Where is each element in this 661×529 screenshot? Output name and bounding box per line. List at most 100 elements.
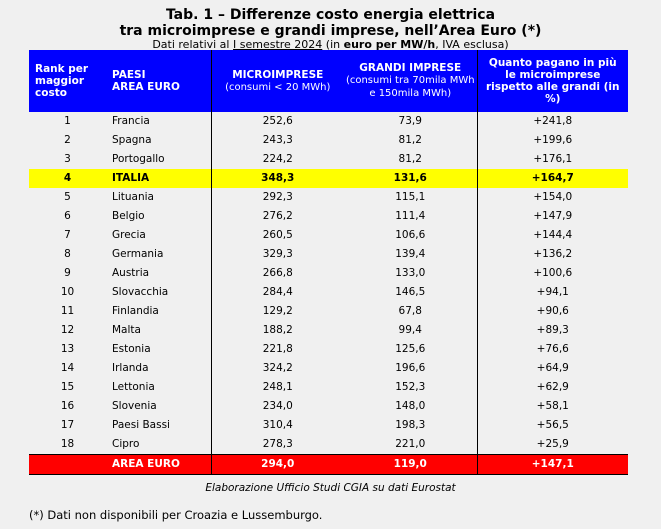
cell-grandi: 119,0 (344, 454, 477, 475)
energy-cost-table: Rank per maggior costo PAESI AREA EURO MI… (29, 50, 628, 475)
cell-diff: +56,5 (476, 416, 628, 435)
cell-grandi: 131,6 (344, 169, 477, 188)
cell-country: Finlandia (112, 305, 159, 317)
cell-diff: +144,4 (476, 226, 628, 245)
cell-rank: 4 (29, 169, 106, 188)
table-subtitle: Dati relativi al I semestre 2024 (in eur… (0, 38, 661, 51)
cell-rank: 9 (64, 267, 71, 279)
cell-country: Irlanda (112, 362, 149, 374)
cell-country: Malta (112, 324, 141, 336)
table-row: 12 Malta 188,2 99,4 +89,3 (29, 321, 628, 340)
table-row: 6 Belgio 276,2 111,4 +147,9 (29, 207, 628, 226)
cell-micro: 292,3 (210, 188, 344, 207)
table-row: 8 Germania 329,3 139,4 +136,2 (29, 245, 628, 264)
cell-grandi: 81,2 (398, 153, 422, 165)
table-row: 16 Slovenia 234,0 148,0 +58,1 (29, 397, 628, 416)
table-row: 1 Francia 252,6 73,9 +241,8 (29, 112, 628, 131)
cell-grandi: 221,0 (395, 438, 426, 450)
table-title-line1: Tab. 1 – Differenze costo energia elettr… (165, 7, 496, 23)
cell-country: Cipro (112, 438, 140, 450)
table-row: 5 Lituania 292,3 115,1 +154,0 (29, 188, 628, 207)
cell-diff: +176,1 (476, 150, 628, 169)
subtitle-post: , IVA esclusa) (435, 38, 509, 51)
cell-diff: +90,6 (476, 302, 628, 321)
header-micro: MICROIMPRESE (consumi < 20 MWh) (210, 50, 344, 112)
cell-micro: 224,2 (210, 150, 344, 169)
cell-country: Slovacchia (112, 286, 169, 298)
table-row: 18 Cipro 278,3 221,0 +25,9 (29, 435, 628, 455)
header-micro-sub: (consumi < 20 MWh) (225, 81, 331, 93)
cell-rank: 10 (60, 286, 75, 298)
cell-country: Grecia (112, 229, 146, 241)
cell-micro: 278,3 (210, 435, 344, 455)
cell-micro: 266,8 (210, 264, 344, 283)
table-row: 3 Portogallo 224,2 81,2 +176,1 (29, 150, 628, 169)
header-country-line2: AREA EURO (112, 81, 180, 93)
cell-grandi: 73,9 (398, 115, 422, 127)
cell-micro: 129,2 (210, 302, 344, 321)
header-country: PAESI AREA EURO (106, 50, 211, 112)
cell-micro: 188,2 (210, 321, 344, 340)
cell-rank: 16 (60, 400, 75, 412)
table-title-line2: tra microimprese e grandi imprese, nell’… (119, 23, 542, 39)
table-row-highlighted: 4 ITALIA 348,3 131,6 +164,7 (29, 169, 628, 188)
cell-diff: +164,7 (476, 169, 628, 188)
total-row: AREA EURO 294,0 119,0 +147,1 (29, 454, 628, 475)
cell-diff: +154,0 (476, 188, 628, 207)
cell-rank: 8 (64, 248, 71, 260)
cell-micro: 329,3 (210, 245, 344, 264)
cell-country: Germania (112, 248, 164, 260)
cell-grandi: 152,3 (395, 381, 426, 393)
cell-rank: 13 (60, 343, 75, 355)
cell-country: Francia (112, 115, 150, 127)
cell-grandi: 196,6 (395, 362, 426, 374)
cell-rank: 7 (64, 229, 71, 241)
header-grandi: GRANDI IMPRESE (consumi tra 70mila MWh e … (344, 50, 477, 112)
cell-country: Austria (112, 267, 150, 279)
cell-micro: 324,2 (210, 359, 344, 378)
cell-micro: 252,6 (210, 112, 344, 131)
cell-micro: 234,0 (210, 397, 344, 416)
footnote: (*) Dati non disponibili per Croazia e L… (29, 508, 323, 522)
cell-micro: 248,1 (210, 378, 344, 397)
cell-grandi: 125,6 (395, 343, 426, 355)
cell-grandi: 133,0 (395, 267, 426, 279)
cell-micro: 294,0 (210, 454, 344, 475)
header-country-line1: PAESI (112, 69, 146, 81)
cell-grandi: 139,4 (395, 248, 426, 260)
cell-micro: 348,3 (210, 169, 344, 188)
cell-diff: +241,8 (476, 112, 628, 131)
cell-diff: +100,6 (476, 264, 628, 283)
cell-rank: 11 (60, 305, 75, 317)
cell-country: Estonia (112, 343, 151, 355)
cell-grandi: 67,8 (398, 305, 422, 317)
cell-grandi: 146,5 (395, 286, 426, 298)
cell-grandi: 81,2 (398, 134, 422, 146)
cell-diff: +76,6 (476, 340, 628, 359)
cell-country: ITALIA (106, 169, 211, 188)
subtitle-period: I semestre 2024 (232, 38, 323, 51)
header-grandi-label: GRANDI IMPRESE (359, 62, 462, 74)
cell-diff: +199,6 (476, 131, 628, 150)
source-note: Elaborazione Ufficio Studi CGIA su dati … (205, 482, 456, 494)
header-grandi-sub: (consumi tra 70mila MWh e 150mila MWh) (345, 75, 475, 99)
table-row: 7 Grecia 260,5 106,6 +144,4 (29, 226, 628, 245)
cell-grandi: 106,6 (395, 229, 426, 241)
cell-rank: 3 (64, 153, 71, 165)
cell-country: Paesi Bassi (112, 419, 170, 431)
cell-country: Belgio (112, 210, 145, 222)
subtitle-unit: euro per MW/h (343, 38, 436, 51)
table-row: 10 Slovacchia 284,4 146,5 +94,1 (29, 283, 628, 302)
cell-grandi: 111,4 (395, 210, 426, 222)
table-row: 15 Lettonia 248,1 152,3 +62,9 (29, 378, 628, 397)
cell-diff: +58,1 (476, 397, 628, 416)
header-rank: Rank per maggior costo (29, 50, 106, 112)
cell-diff: +94,1 (476, 283, 628, 302)
header-micro-label: MICROIMPRESE (232, 68, 324, 81)
cell-micro: 276,2 (210, 207, 344, 226)
cell-diff: +136,2 (476, 245, 628, 264)
table-row: 17 Paesi Bassi 310,4 198,3 +56,5 (29, 416, 628, 435)
cell-diff: +62,9 (476, 378, 628, 397)
cell-diff: +25,9 (476, 435, 628, 455)
cell-diff: +89,3 (476, 321, 628, 340)
